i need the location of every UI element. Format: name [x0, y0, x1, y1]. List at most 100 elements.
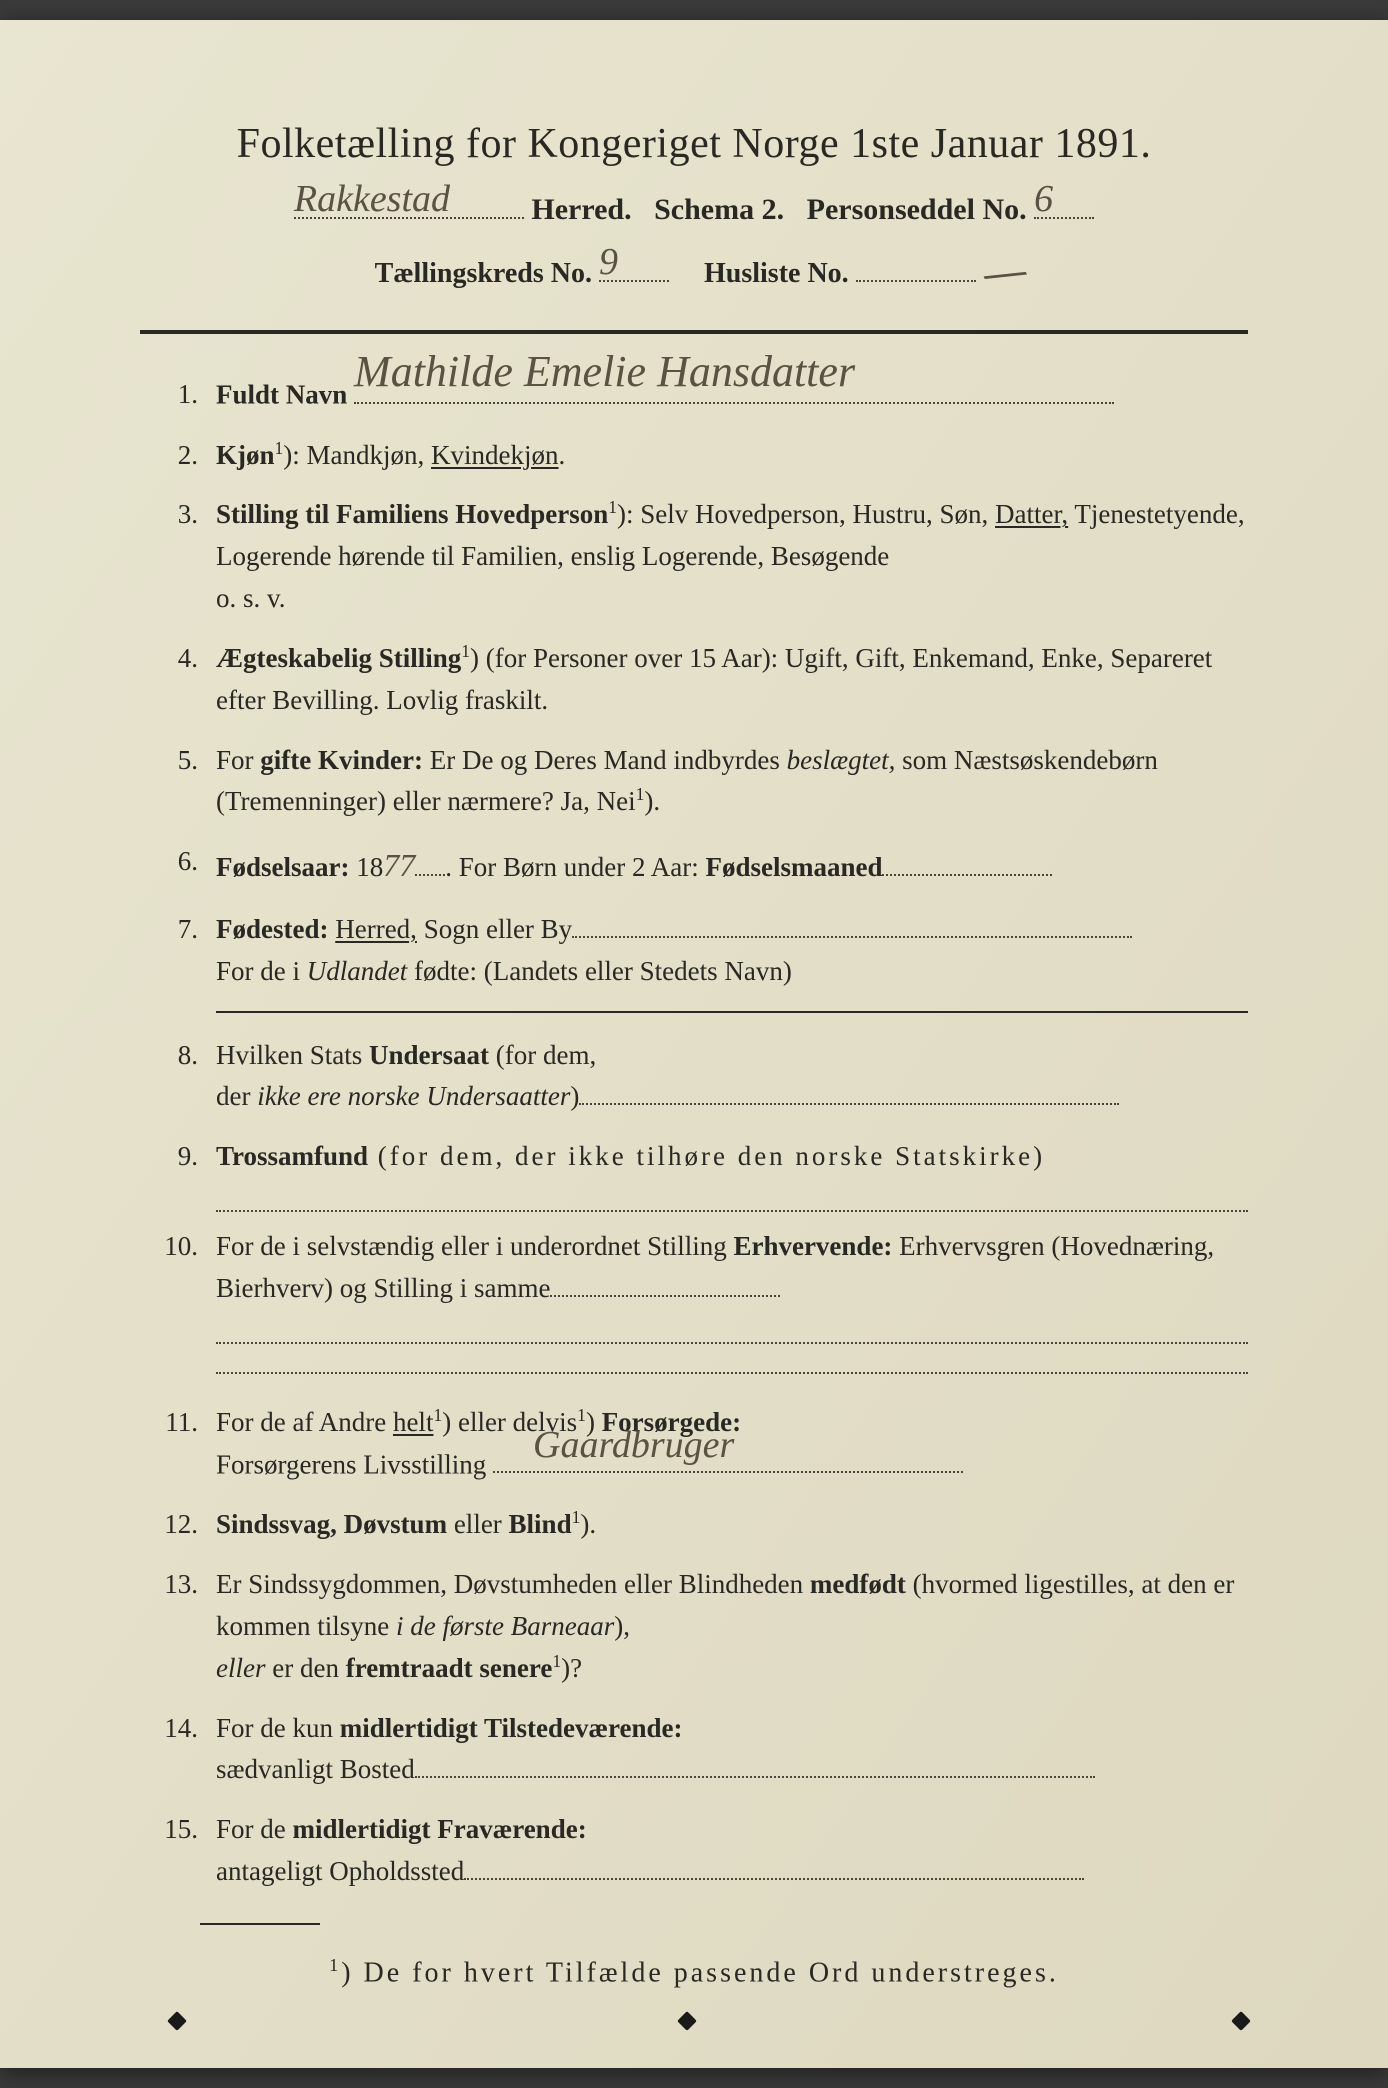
livsstilling-blank: Gaardbruger: [493, 1444, 963, 1474]
sup-ref: 1: [433, 1405, 442, 1425]
form-header: Folketælling for Kongeriget Norge 1ste J…: [140, 120, 1248, 310]
year-handwritten: 77: [383, 841, 415, 891]
text: .: [559, 440, 566, 470]
text: ): [570, 1081, 579, 1111]
footnote-rule: [200, 1923, 320, 1925]
livsstilling-handwritten: Gaardbruger: [493, 1416, 734, 1475]
item-15-fravarende: 15. For de midlertidigt Fraværende: anta…: [150, 1809, 1248, 1893]
text: ).: [580, 1509, 596, 1539]
footnote: 1) De for hvert Tilfælde passende Ord un…: [140, 1955, 1248, 1989]
item-14-tilstedevarende: 14. For de kun midlertidigt Tilstedevære…: [150, 1708, 1248, 1792]
item-body: Hvilken Stats Undersaat (for dem, der ik…: [216, 1035, 1248, 1119]
item-num: 2.: [150, 435, 198, 477]
item-10-erhvervende: 10. For de i selvstændig eller i underor…: [150, 1226, 1248, 1310]
item-12-sindssvag: 12. Sindssvag, Døvstum eller Blind1).: [150, 1504, 1248, 1546]
label-aegteskab: Ægteskabelig Stilling: [216, 643, 461, 673]
item-1-name: 1. Fuldt Navn Mathilde Emelie Hansdatter: [150, 374, 1248, 417]
header-rule: [140, 330, 1248, 334]
item-9-trossamfund: 9. Trossamfund (for dem, der ikke tilhør…: [150, 1136, 1248, 1178]
item-body: Trossamfund (for dem, der ikke tilhøre d…: [216, 1136, 1248, 1178]
pin-icon: [677, 2011, 697, 2031]
line2: Forsørgerens Livsstilling Gaardbruger: [216, 1444, 1248, 1487]
label-fremtraadt: fremtraadt senere: [346, 1653, 553, 1683]
item-body: For de af Andre helt1) eller delvis1) Fo…: [216, 1402, 1248, 1486]
item-body: For de kun midlertidigt Tilstedeværende:…: [216, 1708, 1248, 1792]
text: ),: [614, 1611, 630, 1641]
dotline-full: [216, 1358, 1248, 1374]
label-blind: Blind: [509, 1509, 572, 1539]
text: For de: [216, 1814, 293, 1844]
line3: eller er den fremtraadt senere1)?: [216, 1648, 1248, 1690]
item-13-medfodt: 13. Er Sindssygdommen, Døvstumheden elle…: [150, 1564, 1248, 1690]
sup-ref: 1: [275, 438, 284, 458]
dotline: [415, 852, 445, 876]
personseddel-no: 6: [1034, 177, 1053, 221]
dotline: [572, 914, 1132, 938]
label-kjon: Kjøn: [216, 440, 275, 470]
kreds-no-blank: 9: [599, 251, 669, 282]
item-num: 4.: [150, 638, 198, 722]
item-body: Fødested: Herred, Sogn eller By For de i…: [216, 909, 1248, 993]
form-subheader-2: Tællingskreds No. 9 Husliste No. /: [140, 241, 1248, 310]
text-italic: Udlandet: [307, 956, 408, 986]
item-num: 8.: [150, 1035, 198, 1119]
item-body: Ægteskabelig Stilling1) (for Personer ov…: [216, 638, 1248, 722]
census-form-page: Folketælling for Kongeriget Norge 1ste J…: [0, 20, 1388, 2068]
label-tilstedevarende: midlertidigt Tilstedeværende:: [340, 1713, 683, 1743]
item-body: Sindssvag, Døvstum eller Blind1).: [216, 1504, 1248, 1546]
label-undersaat: Undersaat: [369, 1040, 489, 1070]
item-6-fodselsaar: 6. Fødselsaar: 1877. For Børn under 2 Aa…: [150, 841, 1248, 891]
label-fodselsmaaned: Fødselsmaaned: [705, 852, 882, 882]
dotline: [464, 1856, 1084, 1880]
sup-ref: 1: [552, 1651, 561, 1671]
text-italic: beslægtet,: [787, 745, 896, 775]
text: ): Selv Hovedperson, Hustru, Søn,: [617, 499, 995, 529]
item-body: Kjøn1): Mandkjøn, Kvindekjøn.: [216, 435, 1248, 477]
item-2-kjon: 2. Kjøn1): Mandkjøn, Kvindekjøn.: [150, 435, 1248, 477]
item-num: 14.: [150, 1708, 198, 1792]
text-italic: eller: [216, 1653, 265, 1683]
item-7-fodested: 7. Fødested: Herred, Sogn eller By For d…: [150, 909, 1248, 993]
label-stilling: Stilling til Familiens Hovedperson: [216, 499, 608, 529]
item-num: 7.: [150, 909, 198, 993]
footnote-sup: 1: [329, 1955, 341, 1975]
text: . For Børn under 2 Aar:: [445, 852, 705, 882]
text-italic: ikke ere norske Undersaatter: [257, 1081, 570, 1111]
text: For de af Andre: [216, 1407, 393, 1437]
dotline-full: [216, 1328, 1248, 1344]
item-3-stilling: 3. Stilling til Familiens Hovedperson1):…: [150, 494, 1248, 620]
line2: For de i Udlandet fødte: (Landets eller …: [216, 951, 1248, 993]
item-body: Fuldt Navn Mathilde Emelie Hansdatter: [216, 374, 1248, 417]
item-body: For de i selvstændig eller i underordnet…: [216, 1226, 1248, 1310]
text: Sogn eller By: [417, 914, 572, 944]
text: ).: [644, 786, 660, 816]
kreds-no: 9: [599, 240, 618, 284]
label-medfodt: medfødt: [810, 1569, 906, 1599]
item-11-forsorgede: 11. For de af Andre helt1) eller delvis1…: [150, 1402, 1248, 1486]
sup-ref: 1: [608, 497, 617, 517]
section-rule: [216, 1011, 1248, 1013]
label-trossamfund: Trossamfund: [216, 1141, 368, 1171]
dotline-full: [216, 1196, 1248, 1212]
item-body: For gifte Kvinder: Er De og Deres Mand i…: [216, 740, 1248, 824]
item-num: 11.: [150, 1402, 198, 1486]
text: antageligt Opholdssted: [216, 1856, 464, 1886]
text: For de i selvstændig eller i underordnet…: [216, 1231, 733, 1261]
text: Forsørgerens Livsstilling: [216, 1449, 486, 1479]
item-num: 10.: [150, 1226, 198, 1310]
item-5-gifte-kvinder: 5. For gifte Kvinder: Er De og Deres Man…: [150, 740, 1248, 824]
label-fravarende: midlertidigt Fraværende:: [293, 1814, 587, 1844]
dotline: [579, 1081, 1119, 1105]
herred-label: Herred.: [531, 193, 631, 226]
line2: antageligt Opholdssted: [216, 1851, 1248, 1893]
text: (for dem, der ikke tilhøre den norske St…: [368, 1141, 1045, 1171]
item-8-undersaat: 8. Hvilken Stats Undersaat (for dem, der…: [150, 1035, 1248, 1119]
herred-underlined: Herred,: [335, 914, 417, 944]
kvindekjon-underlined: Kvindekjøn: [431, 440, 559, 470]
item-num: 3.: [150, 494, 198, 620]
line2: sædvanligt Bosted: [216, 1749, 1248, 1791]
text: (for dem,: [489, 1040, 596, 1070]
dotline: [882, 852, 1052, 876]
kreds-label: Tællingskreds No.: [375, 258, 592, 289]
name-handwritten: Mathilde Emelie Hansdatter: [354, 338, 855, 406]
